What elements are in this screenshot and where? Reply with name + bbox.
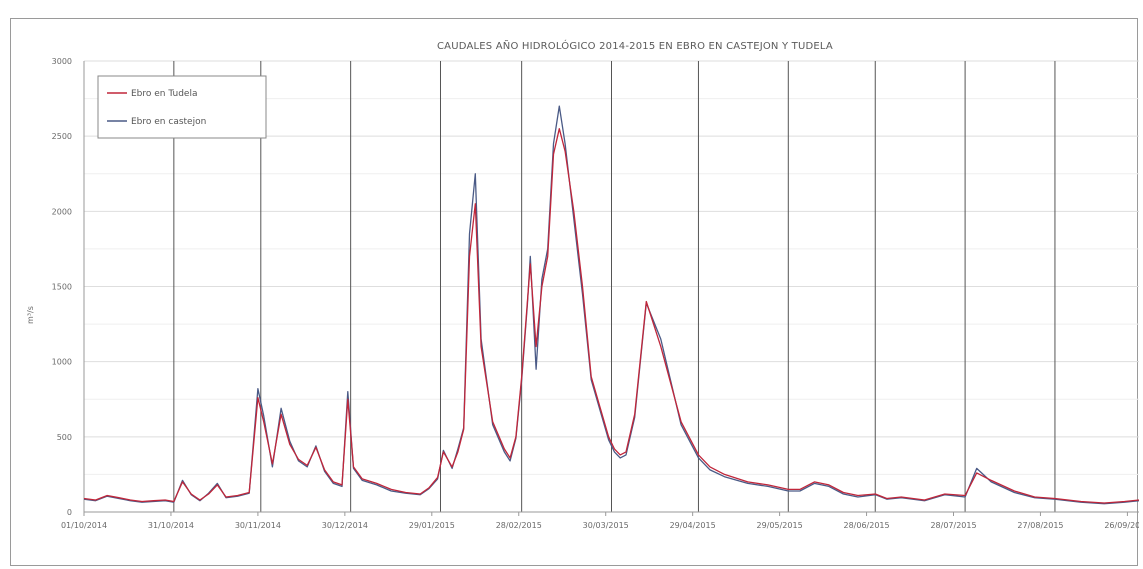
x-tick-label: 29/04/2015 (670, 521, 716, 530)
series-line-tudela (83, 128, 1139, 504)
axes: 0 500 1000 1500 2000 2500 3000 01/10/2014 31/10/… (52, 57, 1139, 530)
x-tick-label: 29/05/2015 (757, 521, 803, 530)
series-lines (83, 105, 1139, 505)
x-tick-label: 27/08/2015 (1017, 521, 1063, 530)
y-tick-label: 3000 (52, 57, 72, 66)
x-tick-label: 30/03/2015 (583, 521, 629, 530)
x-tick-label: 28/02/2015 (496, 521, 542, 530)
y-tick-label: 2500 (52, 132, 72, 141)
y-tick-label: 0 (67, 508, 72, 517)
y-tick-label: 2000 (52, 207, 72, 216)
y-axis-label: m³/s (26, 306, 35, 324)
y-tick-label: 500 (57, 433, 72, 442)
chart-title: CAUDALES AÑO HIDROLÓGICO 2014-2015 EN EB… (437, 39, 833, 52)
y-tick-label: 1000 (52, 358, 72, 367)
x-tick-label: 26/09/2015 (1104, 521, 1139, 530)
x-tick-label: 30/12/2014 (322, 521, 368, 530)
x-tick-label: 30/11/2014 (235, 521, 281, 530)
chart-frame: CAUDALES AÑO HIDROLÓGICO 2014-2015 EN EB… (10, 18, 1139, 566)
chart: CAUDALES AÑO HIDROLÓGICO 2014-2015 EN EB… (26, 39, 1139, 530)
legend-label-castejon: Ebro en castejon (131, 117, 206, 127)
x-tick-label: 01/10/2014 (61, 521, 107, 530)
legend: Ebro en Tudela Ebro en castejon (97, 75, 267, 139)
x-tick-label: 28/07/2015 (930, 521, 976, 530)
month-separators (173, 61, 1056, 512)
legend-label-tudela: Ebro en Tudela (131, 89, 197, 99)
y-tick-label: 1500 (52, 283, 72, 292)
legend-box (97, 75, 267, 139)
x-tick-label: 31/10/2014 (148, 521, 194, 530)
x-tick-label: 28/06/2015 (844, 521, 890, 530)
x-tick-label: 29/01/2015 (409, 521, 455, 530)
